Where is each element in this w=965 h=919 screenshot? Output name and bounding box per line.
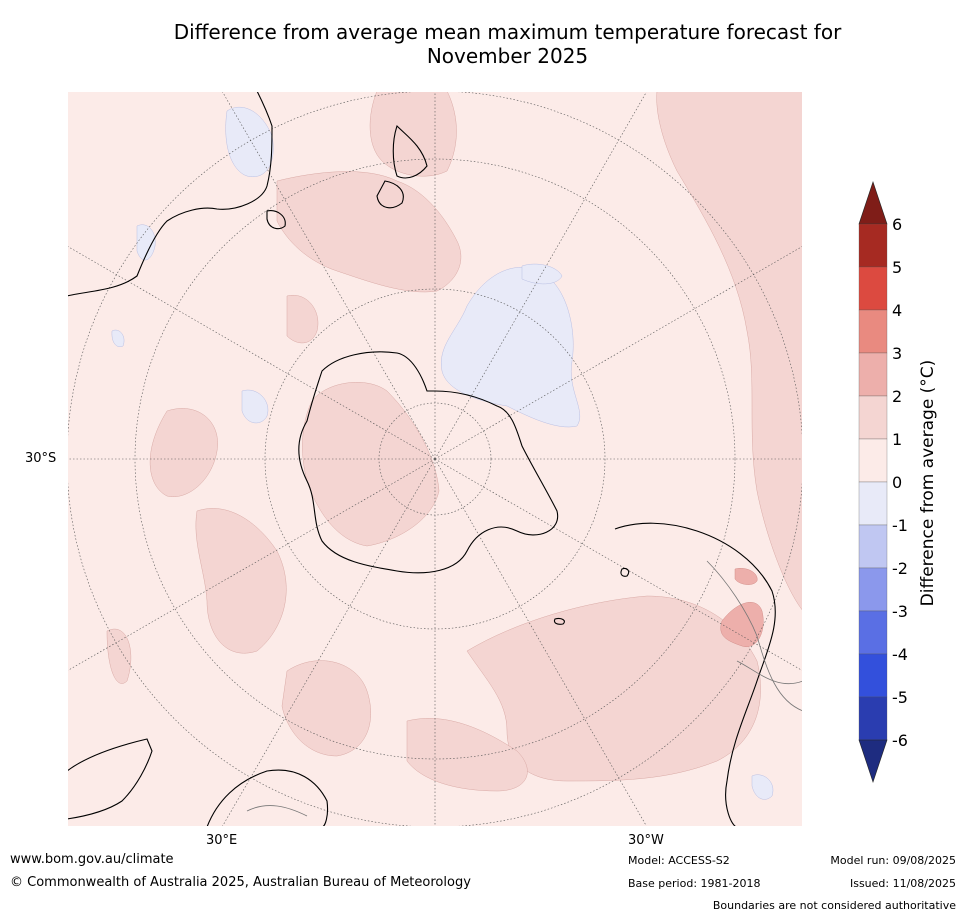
lon-label-30w: 30°W — [628, 833, 664, 848]
footer-copyright: © Commonwealth of Australia 2025, Austra… — [10, 875, 471, 890]
footer-base-period: Base period: 1981-2018 — [628, 877, 761, 890]
colorbar-tick-label: -4 — [892, 645, 908, 664]
colorbar-tick-label: -1 — [892, 516, 908, 535]
map-svg — [67, 91, 803, 827]
colorbar-tick-label: 4 — [892, 301, 902, 320]
colorbar-band — [858, 696, 888, 741]
title-line-2: November 2025 — [426, 44, 589, 68]
colorbar-tick-label: 1 — [892, 430, 902, 449]
graticule — [67, 91, 803, 827]
colorbar-tick-label: 2 — [892, 387, 902, 406]
footer-issued: Issued: 11/08/2025 — [849, 877, 956, 890]
footer-disclaimer: Boundaries are not considered authoritat… — [712, 899, 956, 912]
nz-north-island — [392, 124, 428, 179]
lon-label-30e: 30°E — [206, 833, 238, 848]
south-america-coast — [614, 522, 776, 827]
colorbar-tick-label: -3 — [892, 602, 908, 621]
colorbar-tick-label: -2 — [892, 559, 908, 578]
colorbar-band — [858, 481, 888, 526]
colorbar-band — [858, 352, 888, 397]
nz-south-island — [376, 180, 404, 209]
anomaly-2-3-regions — [720, 568, 764, 647]
colorbar-band — [858, 524, 888, 569]
footer-website[interactable]: www.bom.gov.au/climate — [10, 852, 174, 867]
colorbar-bands — [858, 223, 888, 741]
footer-model: Model: ACCESS-S2 — [628, 854, 730, 867]
tasmania-coast — [266, 210, 286, 230]
africa-coast — [67, 738, 153, 820]
colorbar-tick-label: 6 — [892, 215, 902, 234]
colorbar: 6 5 4 3 2 1 0 -1 -2 -3 -4 -5 -6 — [855, 180, 965, 785]
australia-coast — [67, 91, 273, 297]
south-africa-coast — [206, 769, 329, 827]
colorbar-band — [858, 567, 888, 612]
colorbar-ticks: 6 5 4 3 2 1 0 -1 -2 -3 -4 -5 -6 — [892, 215, 908, 750]
falklands — [553, 617, 565, 625]
colorbar-band — [858, 266, 888, 311]
colorbar-svg: 6 5 4 3 2 1 0 -1 -2 -3 -4 -5 -6 — [858, 181, 908, 783]
antarctica-coast — [298, 351, 559, 574]
anomaly-cool-regions — [111, 106, 774, 800]
colorbar-extend-max — [858, 181, 888, 225]
coastlines — [67, 91, 776, 827]
title-line-1: Difference from average mean maximum tem… — [173, 20, 842, 44]
colorbar-band — [858, 395, 888, 440]
polar-map[interactable] — [67, 91, 803, 827]
colorbar-tick-label: 3 — [892, 344, 902, 363]
colorbar-tick-label: 5 — [892, 258, 902, 277]
colorbar-band — [858, 610, 888, 655]
country-boundaries — [246, 560, 803, 817]
chart-title: Difference from average mean maximum tem… — [60, 20, 955, 68]
colorbar-band — [858, 653, 888, 698]
colorbar-band — [858, 309, 888, 354]
colorbar-title: Difference from average (°C) — [918, 359, 938, 607]
colorbar-band — [858, 438, 888, 483]
south-georgia — [620, 567, 630, 577]
colorbar-extend-min — [858, 739, 888, 783]
colorbar-tick-label: -6 — [892, 731, 908, 750]
colorbar-tick-label: 0 — [892, 473, 902, 492]
footer-model-run: Model run: 09/08/2025 — [830, 854, 956, 867]
colorbar-band — [858, 223, 888, 268]
lat-label-30s: 30°S — [25, 451, 57, 466]
anomaly-1-2-regions — [106, 91, 803, 792]
colorbar-tick-label: -5 — [892, 688, 908, 707]
